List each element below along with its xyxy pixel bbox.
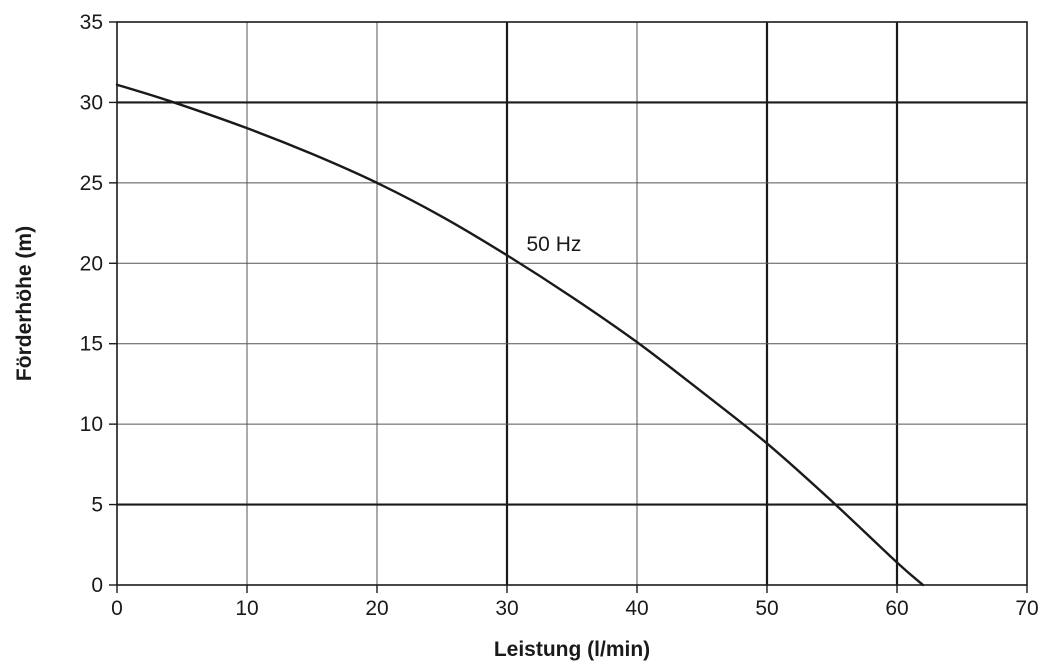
plot-frame (116, 21, 1028, 586)
y-tick-label: 10 (80, 413, 103, 436)
x-tick-label: 20 (365, 597, 388, 620)
y-tick-label: 0 (91, 574, 103, 597)
x-tick-label: 70 (1015, 597, 1038, 620)
x-tick-label: 0 (111, 597, 123, 620)
y-tick-labels: 0 5 10 15 20 25 30 35 (80, 11, 117, 597)
y-tick-label: 20 (80, 252, 103, 275)
x-axis-title: Leistung (l/min) (494, 638, 650, 661)
y-tick-label: 5 (91, 494, 103, 517)
x-tick-label: 40 (625, 597, 648, 620)
series-line-50hz (115, 83, 925, 587)
y-axis-title: Förderhöhe (m) (13, 226, 36, 381)
x-tick-labels: 0 10 20 30 40 50 60 70 (111, 585, 1039, 620)
y-tick-label: 30 (80, 91, 103, 114)
y-tick-label: 15 (80, 333, 103, 356)
x-tick-label: 60 (885, 597, 908, 620)
y-tick-label: 25 (80, 172, 103, 195)
plot-border (116, 21, 1028, 586)
x-tick-label: 30 (495, 597, 518, 620)
x-tick-label: 10 (235, 597, 258, 620)
series-layer (115, 83, 925, 587)
series-annotation: 50 Hz (527, 233, 582, 256)
annotations: 50 Hz (527, 233, 582, 256)
y-tick-label: 35 (80, 11, 103, 34)
x-tick-label: 50 (755, 597, 778, 620)
grid (117, 22, 1027, 585)
